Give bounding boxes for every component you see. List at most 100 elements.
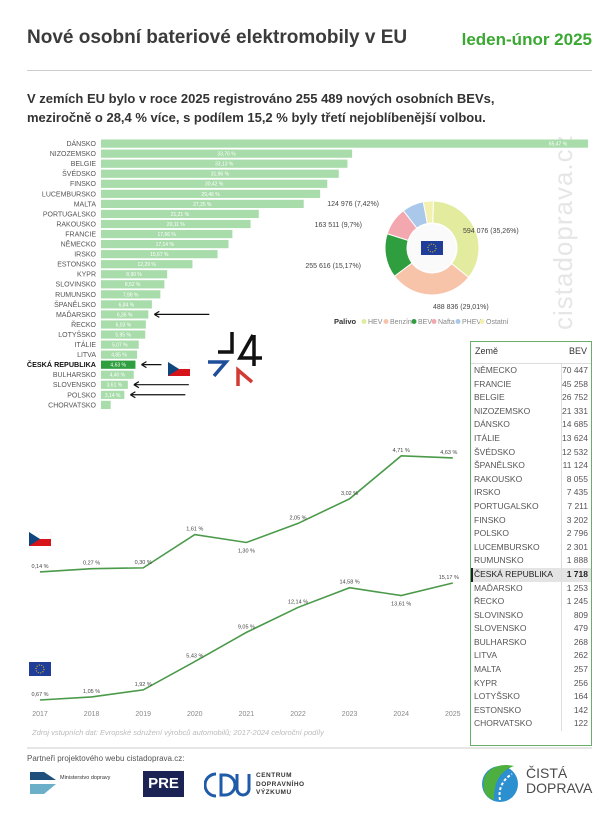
bar-value-label: 3,14 % — [105, 393, 121, 399]
bar — [101, 300, 152, 309]
column-header[interactable]: BEV — [568, 346, 587, 356]
table-row[interactable]: ITÁLIE 13 624 — [471, 431, 591, 446]
table-row[interactable]: LOTYŠSKO 164 — [471, 690, 591, 704]
data-label: 0,30 % — [135, 560, 152, 566]
table-row[interactable]: FRANCIE 45 258 — [471, 377, 591, 392]
legend-marker — [361, 319, 367, 324]
bar — [101, 179, 328, 188]
table-row[interactable]: DÁNSKO 14 685 — [471, 418, 591, 432]
legend-item: Benzín — [390, 319, 412, 326]
country-cell: BULHARSKO — [474, 636, 527, 647]
cdv-logo[interactable]: CENTRUM DOPRAVNÍHO VÝZKUMU — [203, 771, 314, 799]
table-row[interactable]: SLOVINSKO 809 — [471, 608, 591, 623]
bar — [101, 350, 138, 359]
bev-count-cell: 257 — [561, 663, 588, 677]
donut-slice-label: 488 836 (29,01%) — [433, 304, 489, 311]
table-row[interactable]: NĚMECKO 70 447 — [471, 364, 591, 378]
legend-item: BEV — [418, 319, 432, 326]
table-row[interactable]: CHORVATSKO 122 — [471, 717, 591, 732]
v4-logo — [208, 332, 262, 386]
bar-category-label: ITÁLIE — [75, 340, 97, 349]
table-row[interactable]: PORTUGALSKO 7 211 — [471, 499, 591, 514]
table-row[interactable]: BELGIE 26 752 — [471, 391, 591, 405]
arrow-icon — [141, 361, 162, 369]
table-row[interactable]: POLSKO 2 796 — [471, 527, 591, 541]
bar-value-label: 12,29 % — [138, 262, 157, 268]
bar-category-label: BELGIE — [71, 161, 97, 168]
table-row[interactable]: MAĎARSKO 1 253 — [471, 581, 591, 596]
country-cell: SLOVENSKO — [474, 623, 527, 634]
bar — [101, 250, 218, 259]
cdv-name-line: VÝZKUMU — [256, 789, 292, 796]
bar-category-label: PORTUGALSKO — [43, 211, 97, 218]
country-cell: SLOVINSKO — [474, 609, 524, 620]
table-row[interactable]: ŠVÉDSKO 12 532 — [471, 445, 591, 460]
data-label: 2,05 % — [289, 515, 306, 521]
bev-count-cell: 268 — [561, 635, 588, 650]
bev-count-cell: 12 532 — [561, 445, 588, 460]
table-row[interactable]: BULHARSKO 268 — [471, 635, 591, 650]
bev-count-cell: 26 752 — [561, 391, 588, 405]
data-label: 1,61 % — [186, 527, 203, 533]
table-row[interactable]: LITVA 262 — [471, 649, 591, 664]
table-row[interactable]: FINSKO 3 202 — [471, 513, 591, 528]
table-header: Země BEV — [471, 342, 591, 364]
bar-category-label: ŠVÉDSKO — [62, 169, 96, 178]
bar-category-label: DÁNSKO — [66, 139, 96, 148]
arrow-icon — [133, 381, 189, 389]
cdv-name-line: CENTRUM — [256, 772, 292, 779]
bar-value-label: 15,67 % — [150, 252, 169, 258]
country-cell: POLSKO — [474, 528, 509, 539]
x-tick-label: 2017 — [32, 711, 48, 718]
bev-count-cell: 809 — [561, 608, 588, 623]
table-row[interactable]: ŠPANĚLSKO 11 124 — [471, 459, 591, 473]
bar — [101, 380, 128, 389]
data-label: 4,63 % — [440, 450, 457, 456]
bar-value-label: 29,46 % — [201, 192, 220, 198]
bar — [101, 400, 111, 409]
country-cell: ŘECKO — [474, 596, 505, 607]
country-cell: PORTUGALSKO — [474, 500, 539, 511]
divider — [27, 70, 592, 71]
ministry-logo[interactable]: Ministerstvo dopravy — [30, 772, 110, 799]
bev-count-cell: 1 888 — [561, 554, 588, 568]
subtitle: V zemích EU bylo v roce 2025 registrován… — [27, 89, 602, 127]
cista-doprava-logo[interactable]: ČISTÁ DOPRAVA — [478, 760, 598, 804]
table-row[interactable]: SLOVENSKO 479 — [471, 622, 591, 636]
column-header[interactable]: Země — [475, 346, 499, 356]
source-note: Zdroj vstupních dat: Evropské sdružení v… — [32, 728, 324, 737]
partners-label: Partneři projektového webu cistadoprava.… — [27, 754, 185, 763]
table-row[interactable]: LUCEMBURSKO 2 301 — [471, 540, 591, 555]
data-label: 1,05 % — [83, 689, 100, 695]
table-row[interactable]: ŘECKO 1 245 — [471, 595, 591, 609]
bar-category-label: LUCEMBURSKO — [42, 191, 97, 198]
bar-value-label: 6,84 % — [119, 302, 135, 308]
x-tick-label: 2019 — [135, 711, 151, 718]
eu-flag-icon — [29, 662, 51, 676]
pre-logo[interactable]: PRE — [143, 771, 184, 797]
data-label: 0,27 % — [83, 561, 100, 567]
bar-value-label: 4,63 % — [110, 363, 126, 369]
table-row[interactable]: NIZOZEMSKO 21 331 — [471, 404, 591, 419]
data-label: 1,92 % — [135, 682, 152, 688]
eu-flag-icon — [421, 241, 443, 255]
donut-slice-label: 255 616 (15,17%) — [305, 263, 361, 270]
table-row[interactable]: RAKOUSKO 8 055 — [471, 472, 591, 487]
bar-value-label: 31,96 % — [211, 172, 230, 178]
legend-marker — [411, 319, 417, 324]
flag-field — [421, 241, 443, 255]
bev-count-cell: 122 — [561, 717, 588, 732]
bar-value-label: 7,98 % — [123, 292, 139, 298]
bar-category-label: SLOVINSKO — [56, 282, 97, 289]
data-label: 5,43 % — [186, 654, 203, 660]
table-row[interactable]: RUMUNSKO 1 888 — [471, 554, 591, 568]
page-title: Nové osobní bateriové elektromobily v EU — [27, 27, 408, 48]
table-row[interactable]: ČESKÁ REPUBLIKA 1 718 — [471, 567, 591, 582]
table-row[interactable]: KYPR 256 — [471, 676, 591, 691]
data-label: 0,14 % — [31, 564, 48, 570]
table-row[interactable]: MALTA 257 — [471, 663, 591, 677]
bar-value-label: 17,66 % — [158, 232, 177, 238]
table-row[interactable]: IRSKO 7 435 — [471, 486, 591, 500]
table-row[interactable]: ESTONSKO 142 — [471, 703, 591, 718]
bar — [101, 159, 348, 168]
